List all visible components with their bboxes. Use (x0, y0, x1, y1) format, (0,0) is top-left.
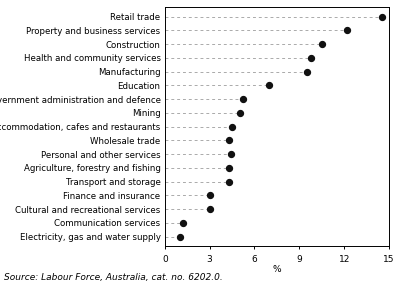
Point (308, 56, 314, 60)
Point (206, 193, 213, 198)
Point (266, 83, 273, 88)
Point (206, 207, 213, 211)
Point (229, 124, 235, 129)
Point (226, 138, 232, 143)
Point (179, 220, 186, 225)
Point (304, 69, 310, 74)
Point (226, 166, 232, 170)
X-axis label: %: % (273, 265, 281, 274)
Point (236, 111, 243, 115)
Point (239, 97, 246, 101)
Point (226, 179, 232, 184)
Point (318, 42, 325, 46)
Text: Source: Labour Force, Australia, cat. no. 6202.0.: Source: Labour Force, Australia, cat. no… (4, 273, 223, 282)
Point (227, 152, 234, 156)
Point (378, 14, 385, 19)
Point (344, 28, 351, 33)
Point (177, 234, 183, 239)
